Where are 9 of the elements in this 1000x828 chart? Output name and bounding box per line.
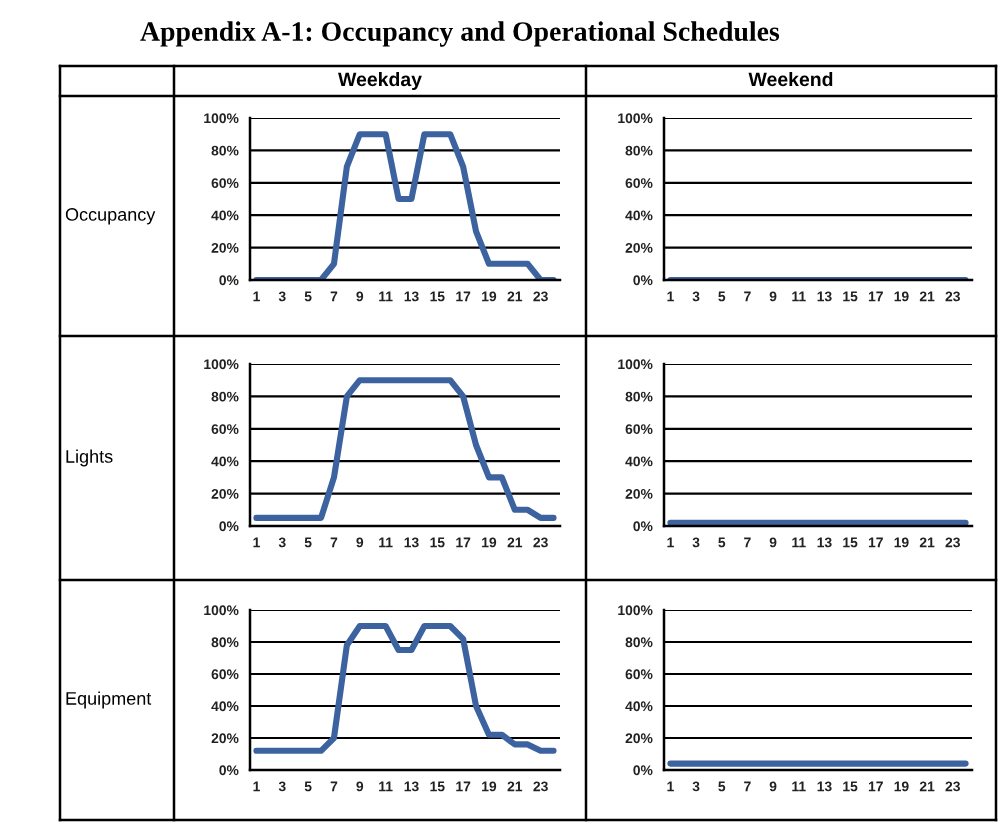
y-axis-title: Equipment [66,691,152,709]
line-series [253,377,557,521]
chart-title: Weekend [748,71,833,87]
line-series [253,622,557,754]
chart-title: Weekday [338,71,422,91]
line-series [253,131,557,280]
y-axis-title: Lights [66,449,113,467]
text: Appendix A-1: Occupancy and Operational Schedules [140,21,780,47]
y-axis-title: Occupancy [65,208,156,225]
